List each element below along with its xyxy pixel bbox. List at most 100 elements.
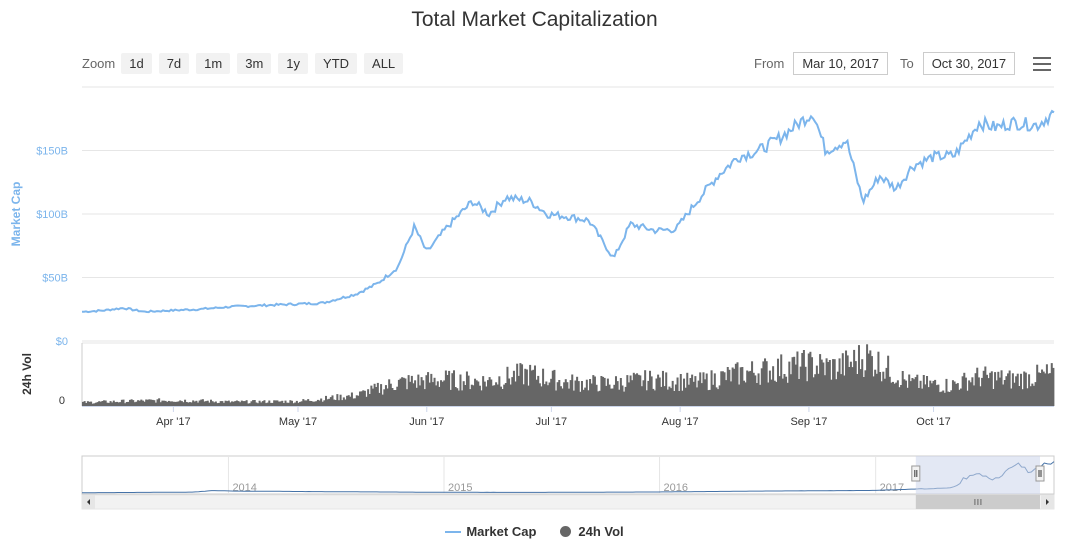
to-date-input[interactable]: Oct 30, 2017 <box>922 51 1016 75</box>
navigator-tick-label: 2014 <box>232 482 256 494</box>
volume-bar <box>543 384 546 406</box>
zoom-all-button[interactable]: ALL <box>364 52 404 74</box>
volume-bar <box>901 371 904 406</box>
arrow-left-icon <box>87 499 90 505</box>
volume-bar <box>420 377 423 406</box>
volume-bar <box>898 387 901 406</box>
zoom-ytd-button[interactable]: YTD <box>315 52 358 74</box>
volume-bar <box>1049 373 1052 406</box>
volume-bar <box>537 375 540 406</box>
volume-bar <box>198 400 201 406</box>
legend: Market Cap 24h Vol <box>0 524 1069 539</box>
volume-bar <box>733 368 736 406</box>
from-date-input[interactable]: Mar 10, 2017 <box>793 51 888 75</box>
volume-bar <box>985 374 988 406</box>
volume-bar <box>116 401 119 406</box>
hamburger-menu-icon[interactable] <box>1033 57 1051 71</box>
zoom-3m-button[interactable]: 3m <box>237 52 272 74</box>
volume-bar <box>221 401 224 406</box>
volume-bar <box>827 362 830 406</box>
volume-bar <box>950 390 953 406</box>
volume-bar <box>692 381 695 406</box>
volume-bar <box>830 379 833 406</box>
legend-label-market-cap: Market Cap <box>466 524 537 539</box>
volume-bar <box>775 381 778 406</box>
volume-bar <box>244 401 247 406</box>
volume-bar <box>85 403 88 406</box>
volume-bar <box>163 400 166 406</box>
to-label: To <box>899 55 914 71</box>
volume-bar <box>749 370 752 406</box>
volume-bar <box>768 370 771 406</box>
chart-title: Total Market Capitalization <box>411 8 658 31</box>
volume-bar <box>205 401 208 406</box>
volume-bar <box>977 377 980 406</box>
volume-bar <box>992 389 995 406</box>
x-axis: Apr '17 May '17 Jun '17 Jul '17 Aug '17 Sep '… <box>82 406 1054 428</box>
volume-bar <box>840 374 843 406</box>
zoom-7d-button[interactable]: 7d <box>158 52 190 74</box>
volume-bar <box>292 403 295 406</box>
volume-bar <box>995 380 998 406</box>
legend-item-volume[interactable]: 24h Vol <box>560 524 624 539</box>
volume-bar <box>629 375 632 406</box>
volume-bar <box>731 367 734 406</box>
zoom-1m-button[interactable]: 1m <box>196 52 231 74</box>
volume-bar <box>96 402 99 406</box>
zoom-1d-button[interactable]: 1d <box>121 52 152 74</box>
volume-bar <box>342 397 345 406</box>
volume-bar <box>793 356 796 406</box>
volume-bar <box>211 401 214 406</box>
volume-bar <box>626 375 629 406</box>
volume-bar <box>807 353 810 406</box>
volume-bar <box>532 369 535 406</box>
navigator[interactable]: 2014 2015 2016 2017 <box>81 455 1055 510</box>
volume-bar <box>427 372 430 406</box>
volume-bar <box>904 380 907 406</box>
volume-bar <box>764 358 767 406</box>
volume-bar <box>579 391 582 406</box>
volume-bar <box>666 389 669 406</box>
volume-bar <box>255 402 258 406</box>
volume-bar <box>1039 373 1042 406</box>
volume-bar <box>589 379 592 406</box>
volume-bar <box>341 400 344 406</box>
volume-bar <box>151 399 154 406</box>
volume-bar <box>294 402 297 406</box>
volume-bar <box>887 355 890 406</box>
y-axis-title-volume: 24h Vol <box>20 353 34 395</box>
volume-bar <box>485 386 488 406</box>
volume-bar <box>846 355 849 406</box>
volume-bar <box>783 374 786 406</box>
volume-bar <box>678 391 681 406</box>
volume-bar <box>859 369 862 406</box>
volume-bar <box>759 384 762 406</box>
volume-bar <box>404 378 407 406</box>
volume-bar <box>913 379 916 406</box>
volume-bar <box>1021 389 1024 406</box>
volume-bar <box>820 359 823 406</box>
volume-bar <box>870 356 873 406</box>
volume-bar <box>195 400 198 406</box>
volume-bar <box>853 349 856 406</box>
volume-bar <box>987 378 990 406</box>
volume-bar <box>308 400 311 406</box>
volume-bar <box>681 390 684 406</box>
volume-bar <box>469 389 472 406</box>
volume-bar <box>953 381 956 406</box>
volume-bar <box>1036 364 1039 406</box>
volume-bar <box>480 390 483 406</box>
volume-bar <box>452 370 455 406</box>
volume-bar <box>347 395 350 406</box>
volume-bar <box>909 381 912 406</box>
volume-bar <box>917 388 920 406</box>
volume-bar <box>631 380 634 406</box>
volume-bar <box>955 383 958 406</box>
legend-label-volume: 24h Vol <box>578 524 624 539</box>
volume-bar <box>814 374 817 406</box>
market-cap-line <box>81 109 1055 314</box>
volume-bar <box>428 382 431 406</box>
legend-item-market-cap[interactable]: Market Cap <box>445 524 536 539</box>
zoom-1y-button[interactable]: 1y <box>278 52 309 74</box>
volume-bar <box>109 401 112 406</box>
